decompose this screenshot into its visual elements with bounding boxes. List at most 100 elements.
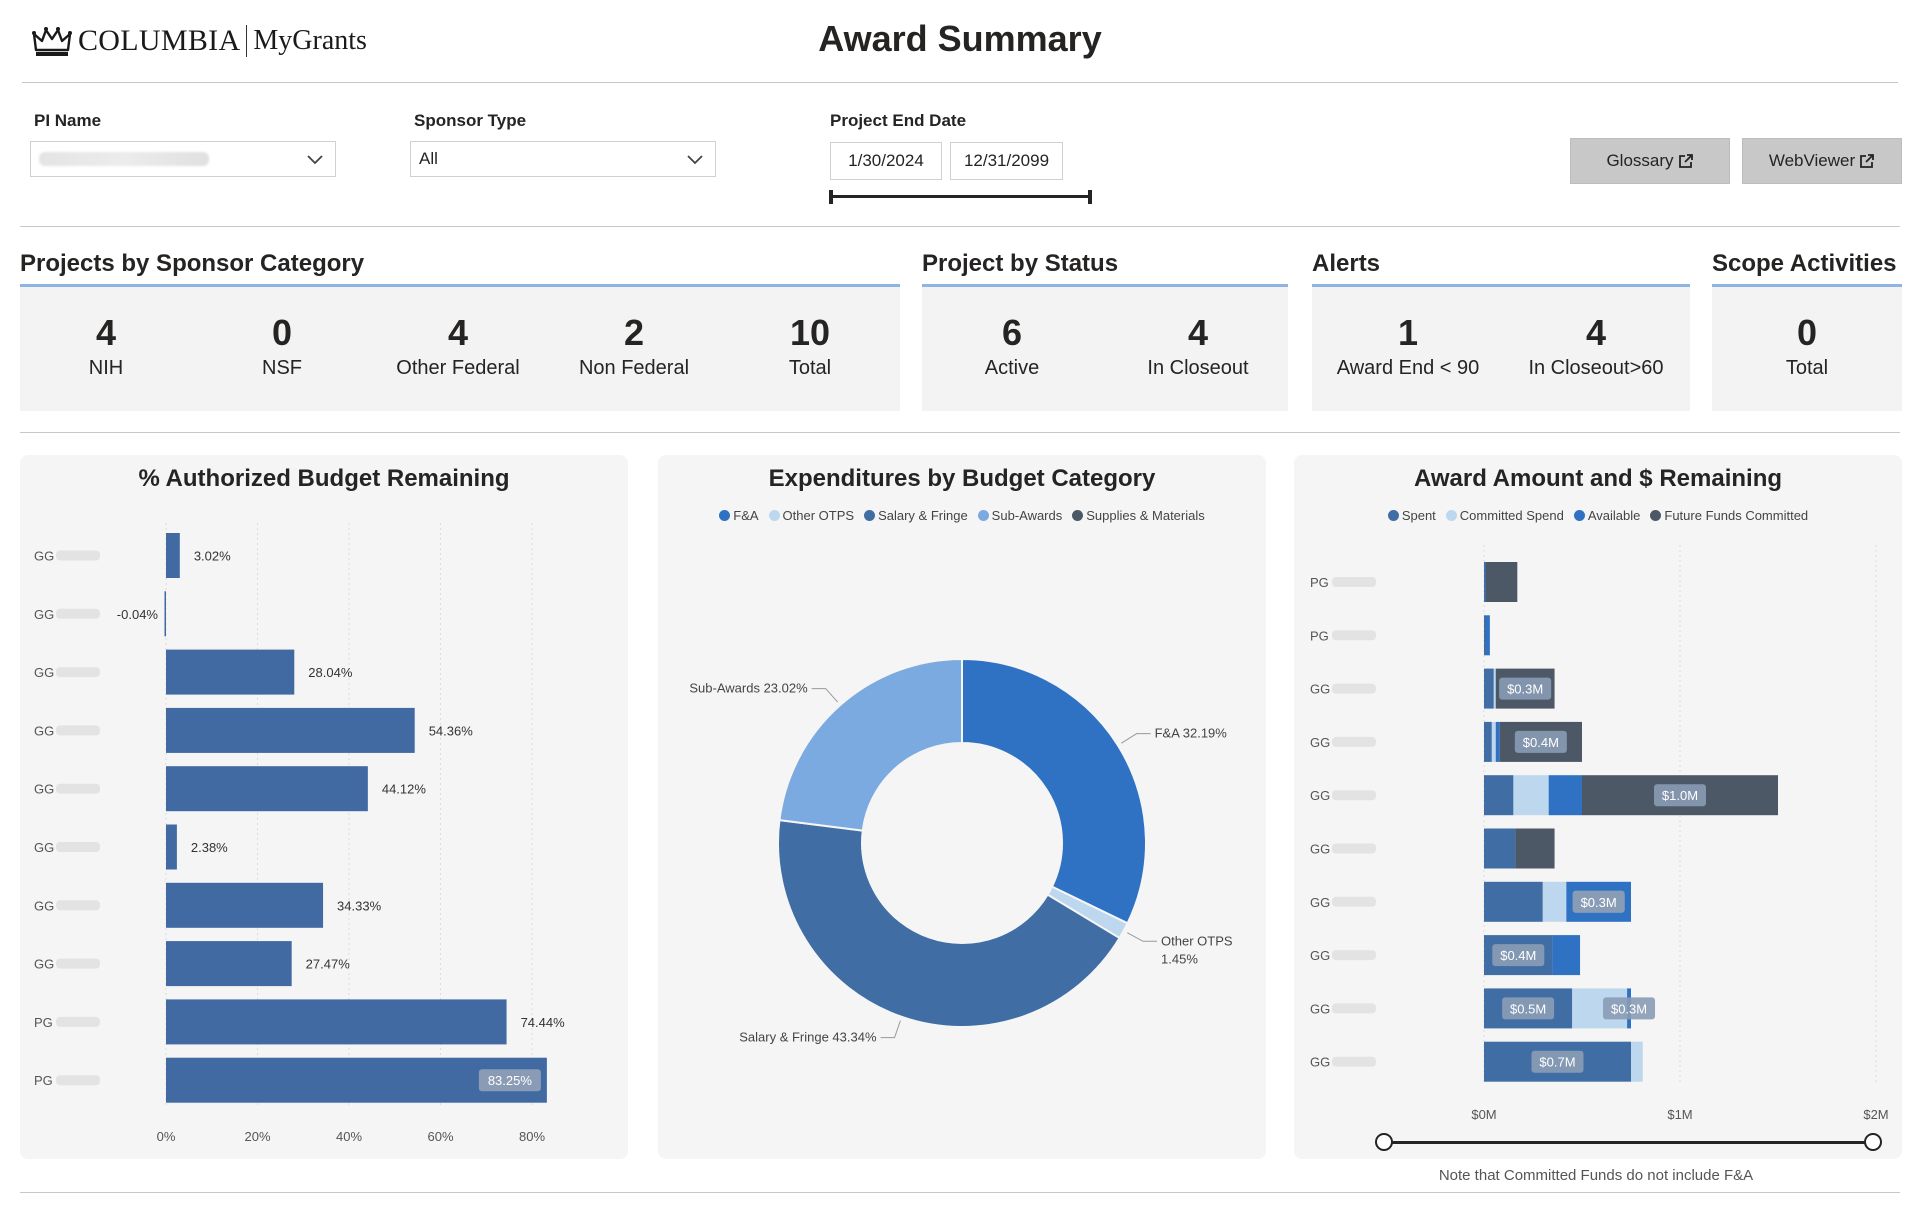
bar-label-box	[1492, 944, 1545, 967]
stacked-bar-segment	[1484, 828, 1516, 869]
legend-dot	[1387, 510, 1399, 521]
legend-sub-awards[interactable]: Sub-Awards	[977, 508, 1062, 523]
x-tick-label: $0M	[1471, 1107, 1496, 1122]
award-range-handle-end[interactable]	[1864, 1133, 1882, 1151]
blurred-id	[56, 608, 100, 619]
webviewer-button[interactable]: WebViewer	[1742, 138, 1902, 184]
data-label: 74.44%	[521, 1015, 566, 1030]
bar	[166, 766, 368, 812]
y-category-label: GG	[1310, 1055, 1330, 1070]
legend-committed-spend[interactable]: Committed Spend	[1445, 508, 1564, 523]
logo-product: MyGrants	[253, 25, 367, 56]
data-label-box	[478, 1069, 541, 1092]
y-category-label: GG	[34, 840, 54, 855]
external-link-icon	[1860, 154, 1875, 168]
donut-slice	[961, 657, 1147, 925]
page-title: Award Summary	[818, 18, 1102, 59]
legend-available[interactable]: Available	[1573, 508, 1640, 523]
legend-fa[interactable]: F&A	[719, 508, 759, 523]
legend-label: Other OTPS	[782, 508, 855, 523]
data-label: 2.38%	[191, 840, 228, 855]
y-category-label: GG	[1310, 788, 1330, 803]
legend-future-funds[interactable]: Future Funds Committed	[1650, 508, 1808, 523]
kpi-closeout-60: 4 In Closeout>60	[1506, 313, 1686, 380]
date-range-handle-end[interactable]	[1088, 190, 1092, 204]
pi-name-dropdown[interactable]	[30, 141, 336, 177]
external-link-icon	[1678, 154, 1693, 168]
y-category-label: GG	[1310, 1001, 1330, 1016]
donut-slice	[777, 819, 1121, 1029]
award-range-slider[interactable]	[1384, 1141, 1872, 1144]
kpi-divider	[20, 432, 1900, 433]
date-end-input[interactable]: 12/31/2099	[950, 142, 1063, 180]
blurred-id	[56, 958, 100, 969]
legend-dot	[1573, 510, 1585, 521]
legend-spent[interactable]: Spent	[1387, 508, 1436, 523]
leader-line	[1126, 932, 1158, 942]
legend-supplies[interactable]: Supplies & Materials	[1072, 508, 1205, 523]
kpi-label: Other Federal	[396, 357, 520, 379]
y-category-label: GG	[1310, 948, 1330, 963]
stacked-bar-segment	[1485, 615, 1490, 656]
slice-label: Other OTPS	[1161, 933, 1233, 948]
bar-label-box	[1502, 997, 1555, 1020]
kpi-label: In Closeout	[1147, 357, 1249, 379]
blurred-id	[1332, 683, 1376, 694]
x-tick-label: 60%	[427, 1129, 453, 1144]
bar-label: $0.3M	[1581, 895, 1617, 910]
pi-name-label: PI Name	[34, 111, 102, 130]
kpi-value: 0	[271, 312, 293, 353]
bar	[166, 533, 180, 578]
donut-slice	[778, 657, 963, 832]
y-category-label: GG	[34, 607, 54, 622]
webviewer-label: WebViewer	[1768, 151, 1856, 170]
kpi-other-federal: 4 Other Federal	[388, 313, 528, 380]
legend-other-otps[interactable]: Other OTPS	[768, 508, 855, 523]
x-tick-label: 0%	[157, 1129, 176, 1144]
legend-salary-fringe[interactable]: Salary & Fringe	[864, 508, 968, 523]
stacked-bar-segment	[1493, 668, 1496, 709]
blurred-id	[1332, 843, 1376, 854]
date-range-handle-start[interactable]	[829, 190, 833, 204]
blurred-id	[1332, 577, 1376, 587]
bar	[166, 941, 292, 987]
kpi-label: Active	[984, 357, 1040, 379]
x-tick-label: 20%	[244, 1129, 270, 1144]
budget-remaining-panel: % Authorized Budget Remaining 0% 20% 40% 60…	[20, 455, 628, 1159]
expenditures-title: Expenditures by Budget Category	[768, 465, 1156, 492]
alerts-underline	[1312, 284, 1690, 287]
date-start-input[interactable]: 1/30/2024	[830, 142, 942, 180]
blurred-id	[1332, 736, 1376, 747]
kpi-value: 1	[1397, 312, 1419, 353]
data-label: 54.36%	[429, 723, 474, 738]
y-category-label: PG	[34, 1015, 53, 1030]
y-category-label: GG	[1310, 842, 1330, 857]
leader-line	[811, 688, 838, 703]
legend-label: Salary & Fringe	[878, 508, 968, 523]
blurred-id	[56, 842, 100, 852]
sponsor-type-dropdown[interactable]: All	[410, 141, 716, 177]
glossary-button[interactable]: Glossary	[1570, 138, 1730, 184]
bar-label-box	[1514, 730, 1567, 753]
kpi-value: 10	[789, 312, 831, 353]
slice-label: Sub-Awards 23.02%	[689, 681, 808, 696]
slice-label: Salary & Fringe 43.34%	[739, 1030, 877, 1045]
award-range-handle-start[interactable]	[1375, 1133, 1393, 1151]
kpi-active: 6 Active	[942, 313, 1082, 380]
blurred-id	[1332, 790, 1376, 801]
x-tick-label: 80%	[519, 1129, 545, 1144]
legend-dot	[864, 510, 876, 521]
sponsor-category-panel: 4 NIH 0 NSF 4 Other Federal 2 Non Federa…	[20, 287, 900, 411]
legend-dot	[977, 510, 989, 521]
stacked-bar-segment	[1484, 721, 1492, 762]
sponsor-category-title: Projects by Sponsor Category	[20, 250, 365, 277]
date-range-slider[interactable]	[830, 195, 1091, 198]
data-label: 34.33%	[337, 898, 382, 913]
bar	[166, 649, 295, 695]
bar-label: $0.4M	[1500, 948, 1536, 963]
blurred-id	[56, 783, 100, 794]
data-label: 28.04%	[308, 665, 353, 680]
committed-funds-note: Note that Committed Funds do not include…	[1438, 1167, 1754, 1184]
bar-label: $0.3M	[1611, 1001, 1647, 1016]
legend-dot	[768, 510, 780, 521]
